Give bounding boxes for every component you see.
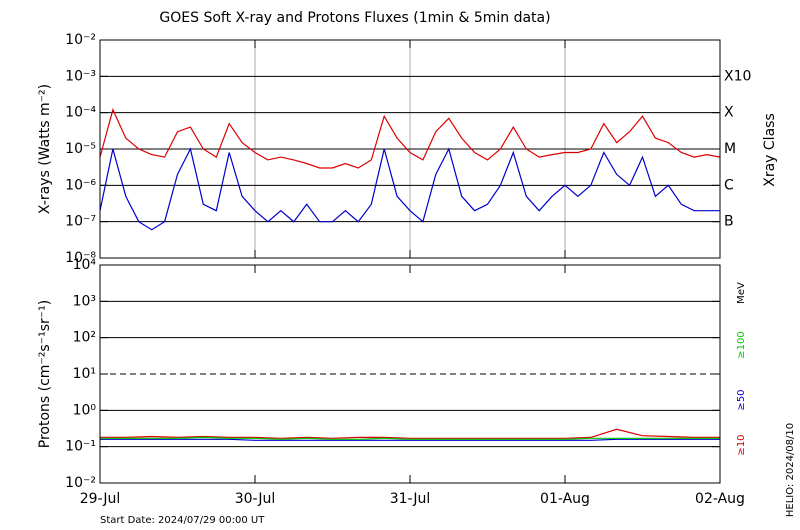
y-tick-label: 10³ <box>73 293 96 309</box>
legend-label: ≥100 <box>736 331 747 358</box>
x-tick-label: 02-Aug <box>695 491 745 507</box>
chart-title: GOES Soft X-ray and Protons Fluxes (1min… <box>159 10 550 26</box>
start-date: Start Date: 2024/07/29 00:00 UT <box>100 515 265 526</box>
y-tick-label: 10⁻⁴ <box>65 105 96 121</box>
class-label: X <box>724 105 734 121</box>
class-axis-label: Xray Class <box>762 113 778 187</box>
y-tick-label: 10⁰ <box>73 402 97 418</box>
y-tick-label: 10⁻⁵ <box>65 141 96 157</box>
credit: HELIO: 2024/08/10 <box>785 423 796 517</box>
y-tick-label: 10⁴ <box>73 257 97 273</box>
legend-label: ≥50 <box>736 389 747 410</box>
class-label: M <box>724 141 736 157</box>
y-tick-label: 10¹ <box>73 366 96 382</box>
y-tick-label: 10⁻¹ <box>65 439 96 455</box>
x-tick-label: 01-Aug <box>540 491 590 507</box>
y-tick-label: 10⁻⁶ <box>65 177 96 193</box>
series-line <box>99 108 721 169</box>
series-line <box>100 436 720 440</box>
class-label: X10 <box>724 68 751 84</box>
legend-title: MeV <box>736 282 747 304</box>
x-tick-label: 31-Jul <box>390 491 431 507</box>
y-axis-label: X-rays (Watts m⁻²) <box>37 84 53 214</box>
x-tick-label: 29-Jul <box>80 491 121 507</box>
y-tick-label: 10⁻² <box>65 32 96 48</box>
legend-label: ≥10 <box>736 434 747 455</box>
class-label: C <box>724 177 734 193</box>
series-line <box>100 428 720 439</box>
y-tick-label: 10⁻⁷ <box>65 214 96 230</box>
y-tick-label: 10⁻³ <box>65 68 96 84</box>
plot-frame <box>99 264 721 484</box>
y-tick-label: 10² <box>73 330 96 346</box>
series-line <box>100 438 720 441</box>
y-axis-label: Protons (cm⁻²s⁻¹sr⁻¹) <box>37 300 53 449</box>
y-tick-label: 10⁻² <box>65 475 96 491</box>
plot-frame <box>99 39 721 259</box>
x-tick-label: 30-Jul <box>235 491 276 507</box>
y-tick-label: 10⁻⁸ <box>65 250 96 266</box>
series-line <box>99 147 720 231</box>
class-label: B <box>724 214 734 230</box>
